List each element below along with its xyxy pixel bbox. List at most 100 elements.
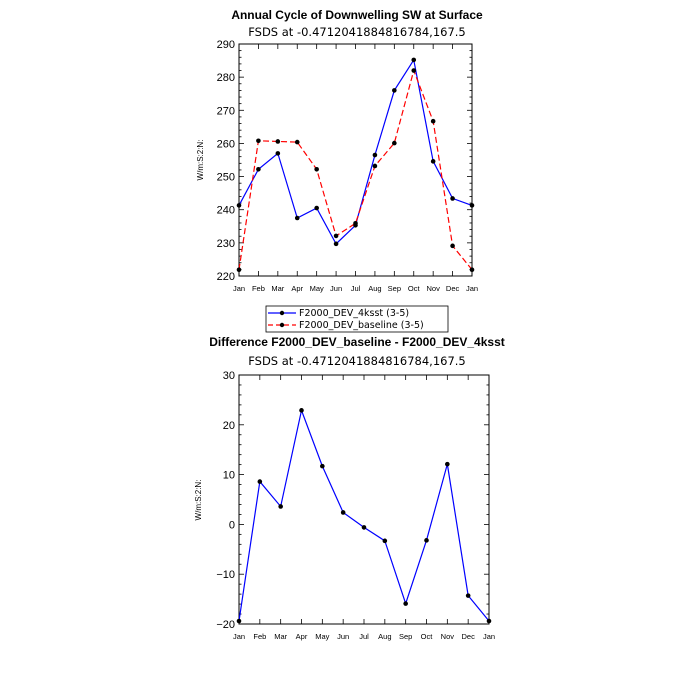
bottom-xtick-label: Jul (359, 632, 369, 641)
top-series-1-point (333, 241, 339, 247)
top-xtick-label: Apr (291, 284, 303, 293)
top-xtick-label: Aug (368, 284, 381, 293)
top-series-1-point (256, 166, 261, 172)
bottom-ytick-label: 10 (223, 470, 235, 482)
top-series-1-point (392, 88, 397, 93)
chart-top: Annual Cycle of Downwelling SW at Surfac… (196, 8, 483, 333)
top-xtick-label: Nov (426, 284, 440, 293)
top-series-2-point (236, 267, 242, 273)
top-xtick-label: Mar (271, 284, 284, 293)
top-series-2-point (450, 243, 455, 249)
top-ytick-label: 220 (217, 271, 235, 283)
bottom-ytick-label: 20 (223, 420, 235, 432)
bottom-frame (238, 374, 490, 625)
bottom-series-1-point (299, 408, 304, 413)
top-series-1-point (372, 152, 378, 158)
top-ytick-label: 260 (217, 138, 235, 150)
top-ytick-label: 250 (217, 172, 235, 184)
top-ytick-label: 290 (217, 39, 235, 51)
top-series-2-point (469, 267, 475, 273)
chart-top-plot-area: 220 230 240 250 260 270 280 290 Jan Feb Mar Apr May J… (217, 39, 478, 293)
top-series-2-point (430, 118, 436, 124)
top-series-1-point (450, 196, 455, 201)
top-series-1-point (469, 203, 475, 208)
top-series-1-point (294, 215, 300, 221)
bottom-series-1-point (382, 538, 388, 544)
chart-bottom-title: Difference F2000_DEV_baseline - F2000_DE… (209, 335, 505, 349)
bottom-xtick-label: Feb (253, 632, 266, 641)
top-series-1-point (430, 159, 436, 164)
chart-top-subtitle: FSDS at -0.4712041884816784,167.5 (248, 25, 466, 39)
chart-bottom: Difference F2000_DEV_baseline - F2000_DE… (194, 335, 505, 641)
bottom-series-1-point (424, 538, 429, 543)
chart-top-ylabel: W/m:S:2:N: (196, 140, 205, 181)
top-series-2-point (372, 163, 378, 169)
top-frame (238, 43, 473, 277)
bottom-xtick-label: Nov (441, 632, 455, 641)
chart-top-legend: F2000_DEV_4ksst (3-5) F2000_DEV_baseline… (265, 305, 449, 333)
top-series-2-point (411, 68, 417, 73)
bottom-ytick-label: −10 (216, 569, 235, 581)
bottom-ytick-label: 0 (229, 519, 235, 531)
top-xtick-label: Feb (252, 284, 265, 293)
bottom-series-1-point (278, 504, 283, 509)
top-xtick-label: Jan (233, 284, 245, 293)
bottom-xtick-label: Jan (233, 632, 245, 641)
bottom-xtick-label: Sep (399, 632, 412, 641)
bottom-series-1-point (320, 463, 325, 469)
bottom-series-1-point (445, 461, 450, 467)
chart-bottom-plot-area: −20 −10 0 10 20 30 Jan Feb Mar Apr May Jun Jul Aug Sep… (216, 370, 495, 641)
bottom-series-1-line (238, 408, 490, 622)
chart-top-title: Annual Cycle of Downwelling SW at Surfac… (231, 8, 483, 22)
top-series-1-point (314, 205, 319, 211)
legend-label-series-1: F2000_DEV_4ksst (3-5) (299, 308, 409, 319)
top-xtick-label: Jun (330, 284, 342, 293)
top-series-2-line (238, 68, 473, 271)
top-xtick-label: Sep (388, 284, 401, 293)
legend-marker-series-2 (279, 322, 285, 328)
top-xtick-label: Oct (408, 284, 421, 293)
top-series-2-point (294, 139, 300, 145)
top-series-1-line (238, 58, 473, 245)
bottom-series-1-point (403, 601, 408, 606)
top-xtick-label: May (310, 284, 324, 293)
bottom-xtick-label: Oct (421, 632, 434, 641)
top-xtick-label: Jul (351, 284, 361, 293)
bottom-series-1-point (361, 525, 367, 530)
bottom-ytick-label: 30 (223, 370, 235, 382)
top-series-2-point (314, 166, 319, 172)
top-series-2-point (353, 221, 358, 226)
top-ytick-label: 280 (217, 72, 235, 84)
bottom-xtick-label: Apr (296, 632, 308, 641)
legend-label-series-2: F2000_DEV_baseline (3-5) (299, 320, 424, 331)
bottom-series-1-point (257, 479, 263, 484)
bottom-series-1-point (236, 618, 242, 624)
bottom-xtick-label: Mar (274, 632, 287, 641)
bottom-xtick-label: Jan (483, 632, 495, 641)
bottom-xtick-label: Jun (337, 632, 349, 641)
bottom-series-1-point (340, 510, 346, 515)
top-ytick-label: 230 (217, 238, 235, 250)
bottom-series-1-point (465, 593, 471, 598)
top-series-2-point (275, 139, 281, 144)
top-ytick-label: 270 (217, 105, 235, 117)
bottom-ytick-label: −20 (216, 619, 235, 631)
top-xtick-label: Jan (466, 284, 478, 293)
top-series-2-point (333, 233, 339, 239)
top-ytick-label: 240 (217, 205, 235, 217)
chart-bottom-subtitle: FSDS at -0.4712041884816784,167.5 (248, 354, 466, 368)
top-series-1-point (411, 57, 417, 63)
bottom-xtick-label: Dec (461, 632, 475, 641)
top-series-1-point (236, 203, 242, 208)
bottom-series-1-point (486, 618, 492, 624)
legend-marker-series-1 (279, 310, 285, 316)
bottom-xtick-label: May (315, 632, 329, 641)
top-series-2-point (256, 138, 261, 144)
top-series-1-point (275, 151, 281, 156)
legend-box (265, 305, 449, 333)
bottom-xtick-label: Aug (378, 632, 391, 641)
top-series-2-point (392, 140, 397, 146)
top-xtick-label: Dec (446, 284, 460, 293)
chart-bottom-ylabel: W/m:S:2:N: (194, 480, 203, 521)
